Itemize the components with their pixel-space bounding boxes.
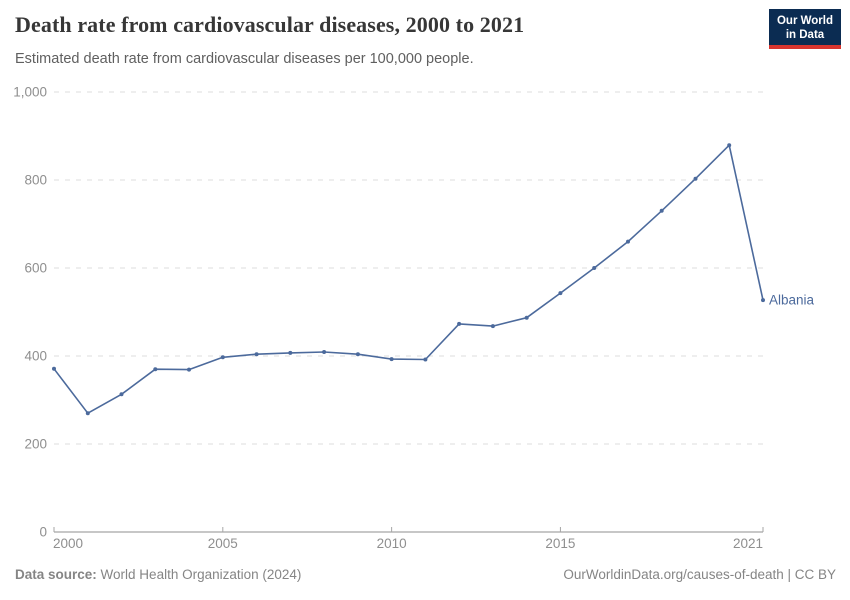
data-point-marker: [254, 352, 259, 357]
data-point-marker: [490, 324, 495, 329]
x-tick-label: 2005: [208, 536, 238, 551]
y-tick-label: 400: [24, 349, 47, 364]
owid-logo-line1: Our World: [776, 15, 833, 27]
data-source-note: Data source: World Health Organization (…: [15, 567, 301, 582]
page-title: Death rate from cardiovascular diseases,…: [15, 12, 525, 37]
chart-footer: Data source: World Health Organization (…: [15, 567, 836, 582]
series-end-label: Albania: [769, 293, 815, 308]
y-tick-label: 200: [24, 437, 47, 452]
data-point-marker: [153, 367, 158, 372]
x-tick-label: 2000: [53, 536, 83, 551]
data-point-marker: [761, 298, 765, 303]
data-point-marker: [288, 350, 293, 355]
owid-logo-line2: in Data: [785, 29, 825, 41]
data-point-marker: [524, 315, 529, 320]
axis-layer: 0 200 400 600 800 1,000 2000 2005 2010 2015 2021: [13, 85, 764, 551]
x-tick-label: 2010: [377, 536, 407, 551]
data-source-label: Data source:: [15, 567, 97, 582]
data-point-marker: [220, 355, 225, 360]
page-subtitle: Estimated death rate from cardiovascular…: [15, 51, 474, 67]
x-tick-label: 2015: [545, 536, 575, 551]
data-point-marker: [592, 266, 597, 270]
x-tick-label: 2021: [733, 536, 763, 551]
data-point-marker: [389, 357, 394, 362]
data-point-marker: [727, 143, 732, 148]
data-source-value: World Health Organization (2024): [100, 567, 302, 582]
data-point-marker: [457, 321, 462, 326]
credit-link[interactable]: OurWorldinData.org/causes-of-death | CC …: [563, 567, 836, 582]
data-point-marker: [119, 392, 124, 397]
data-point-marker: [355, 352, 360, 357]
data-line: [53, 144, 764, 415]
y-tick-label: 0: [39, 525, 47, 540]
owid-logo[interactable]: Our World in Data: [769, 9, 841, 49]
data-point-marker: [558, 291, 563, 296]
data-point-marker: [187, 367, 191, 372]
y-tick-label: 600: [24, 261, 47, 276]
data-point-marker: [626, 239, 630, 244]
grid-layer: [54, 91, 763, 445]
data-point-marker: [85, 411, 90, 416]
y-tick-label: 1,000: [13, 85, 47, 100]
data-point-marker: [693, 176, 698, 181]
data-point-marker: [322, 350, 327, 354]
y-tick-label: 800: [24, 173, 47, 188]
series-layer: Albania: [52, 143, 815, 416]
data-point-marker: [659, 208, 664, 213]
data-point-marker: [52, 366, 56, 371]
data-point-marker: [423, 357, 428, 362]
